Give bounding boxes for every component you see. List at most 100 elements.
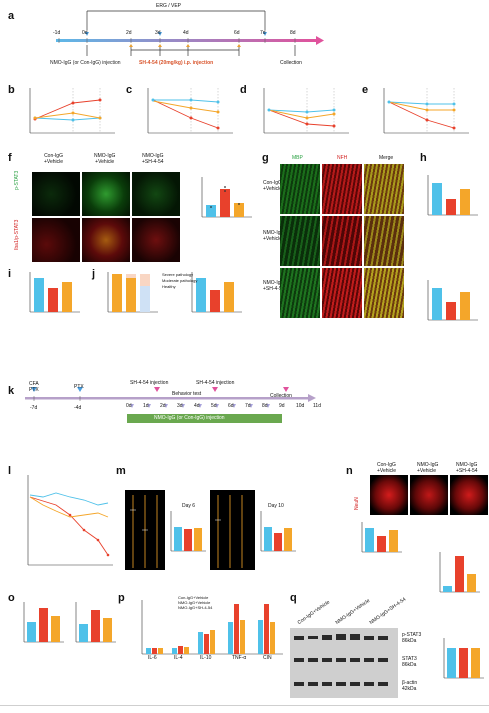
k-tick-4: 4d bbox=[194, 403, 200, 409]
day-0: 0d bbox=[82, 30, 88, 36]
day-4: 4d bbox=[183, 30, 189, 36]
f-row-merge: Iba1/p-STAT3 bbox=[14, 219, 20, 250]
j-legend-moderate: Moderate pathology bbox=[162, 278, 198, 283]
n-side-neun: NeuN bbox=[354, 497, 360, 510]
panel-i-label: i bbox=[8, 268, 12, 280]
k-tick-3: 3d bbox=[177, 403, 183, 409]
n-bar-charts bbox=[361, 522, 480, 593]
f-img-2-2 bbox=[82, 218, 130, 262]
day-neg1: -1d bbox=[53, 30, 61, 36]
n-col-1: Con-IgG +Vehicle bbox=[377, 462, 397, 474]
day-3: 3d bbox=[155, 30, 161, 36]
m-footprint-2 bbox=[210, 490, 255, 570]
panel-b-label: b bbox=[8, 84, 15, 96]
p-x-il6: IL-6 bbox=[148, 655, 157, 661]
line-charts-be bbox=[29, 88, 469, 134]
panel-k-label: k bbox=[8, 385, 15, 397]
page-divider bbox=[0, 705, 489, 706]
f-img-2-3 bbox=[132, 218, 180, 262]
k-cfa: CFA bbox=[29, 381, 39, 387]
l-line-chart bbox=[27, 475, 113, 566]
day-7: 7d bbox=[260, 30, 266, 36]
panel-e-label: e bbox=[362, 84, 369, 96]
f-img-1-3 bbox=[132, 172, 180, 216]
g-col-merge: Merge bbox=[379, 155, 394, 161]
q-bar-charts bbox=[443, 638, 484, 679]
k-collection: Collection bbox=[270, 393, 292, 399]
i-j-charts bbox=[29, 272, 242, 313]
panel-k-timeline bbox=[25, 387, 316, 423]
k-bar: NMO-IgG (or Con-IgG) injection bbox=[154, 415, 225, 421]
k-tick-11: 11d bbox=[313, 403, 321, 409]
f-img-1-2 bbox=[82, 172, 130, 216]
q-group-1: Con-IgG+Vehicle bbox=[296, 599, 332, 626]
k-neg7: -7d bbox=[30, 405, 38, 411]
day-6: 6d bbox=[234, 30, 240, 36]
f-col-2: NMO-IgG +Vehicle bbox=[94, 153, 116, 165]
g-img-2-2 bbox=[322, 216, 362, 266]
f-bar-chart bbox=[201, 177, 252, 218]
injection-label: NMO-IgG (or Con-IgG) injection bbox=[50, 60, 121, 66]
m-day10: Day 10 bbox=[268, 503, 284, 509]
q-band-stat3: STAT3 86kDa bbox=[402, 656, 417, 668]
panel-d-label: d bbox=[240, 84, 247, 96]
k-tick-9: 9d bbox=[279, 403, 285, 409]
g-img-3-1 bbox=[280, 268, 320, 318]
n-img-2 bbox=[410, 475, 448, 515]
f-img-2-1 bbox=[32, 218, 80, 262]
k-behavior: Behavior test bbox=[172, 391, 202, 397]
p-legend-2: NMO-IgG+Vehicle bbox=[178, 600, 211, 605]
k-tick-8: 8d bbox=[262, 403, 268, 409]
k-tick-0: 0d bbox=[126, 403, 132, 409]
panel-l-label: l bbox=[8, 465, 12, 477]
g-img-3-2 bbox=[322, 268, 362, 318]
panel-c-label: c bbox=[126, 84, 133, 96]
p-x-il10: IL-10 bbox=[200, 655, 212, 661]
h-bar-charts bbox=[427, 175, 478, 321]
collection-label-a: Collection bbox=[280, 60, 302, 66]
k-neg4: -4d bbox=[74, 405, 82, 411]
p-bar-chart bbox=[141, 600, 283, 655]
q-blot-bands bbox=[294, 634, 388, 686]
g-img-1-2 bbox=[322, 164, 362, 214]
p-legend-1: Con-IgG+Vehicle bbox=[178, 595, 209, 600]
m-footprint-traces bbox=[130, 495, 243, 568]
panel-g-label: g bbox=[262, 152, 269, 164]
o-bar-charts bbox=[23, 602, 116, 643]
p-x-cin: CIN bbox=[263, 655, 272, 661]
k-ptx2: PTX bbox=[74, 384, 84, 390]
m-day6: Day 6 bbox=[182, 503, 196, 509]
g-row-1: Con-IgG +Vehicle bbox=[263, 180, 283, 192]
n-img-3 bbox=[450, 475, 488, 515]
g-col-nfh: NFH bbox=[337, 155, 348, 161]
panel-a-label: a bbox=[8, 10, 15, 22]
g-img-2-3 bbox=[364, 216, 404, 266]
g-img-1-3 bbox=[364, 164, 404, 214]
panel-f-label: f bbox=[8, 152, 12, 164]
g-col-mbp: MBP bbox=[292, 155, 303, 161]
n-col-3: NMO-IgG +SH-4-54 bbox=[456, 462, 478, 474]
j-legend-healthy: Healthy bbox=[162, 284, 176, 289]
p-legend-3: NMO-IgG+SH-4-54 bbox=[178, 605, 213, 610]
k-tick-6: 6d bbox=[228, 403, 234, 409]
f-img-1-1 bbox=[32, 172, 80, 216]
panel-j-label: j bbox=[92, 268, 96, 280]
k-tick-7: 7d bbox=[245, 403, 251, 409]
j-legend-severe: Severe pathology bbox=[162, 272, 194, 277]
panel-m-label: m bbox=[116, 465, 126, 477]
panel-n-label: n bbox=[346, 465, 353, 477]
day-2: 2d bbox=[126, 30, 132, 36]
g-img-3-3 bbox=[364, 268, 404, 318]
k-sh2: SH-4-54 injection bbox=[196, 380, 235, 386]
p-x-il4: IL-4 bbox=[174, 655, 183, 661]
k-sh1: SH-4-54 injection bbox=[130, 380, 169, 386]
k-tick-1: 1d bbox=[143, 403, 149, 409]
panel-p-label: p bbox=[118, 592, 125, 604]
g-row-2: NMO-IgG +Vehicle bbox=[263, 230, 285, 242]
g-img-2-1 bbox=[280, 216, 320, 266]
k-tick-5: 5d bbox=[211, 403, 217, 409]
f-col-3: NMO-IgG +SH-4-54 bbox=[142, 153, 164, 165]
erg-vep-label: ERG / VEP bbox=[156, 3, 182, 9]
g-row-3: NMO-IgG +SH-4-54 bbox=[263, 280, 285, 292]
n-col-2: NMO-IgG +Vehicle bbox=[417, 462, 439, 474]
